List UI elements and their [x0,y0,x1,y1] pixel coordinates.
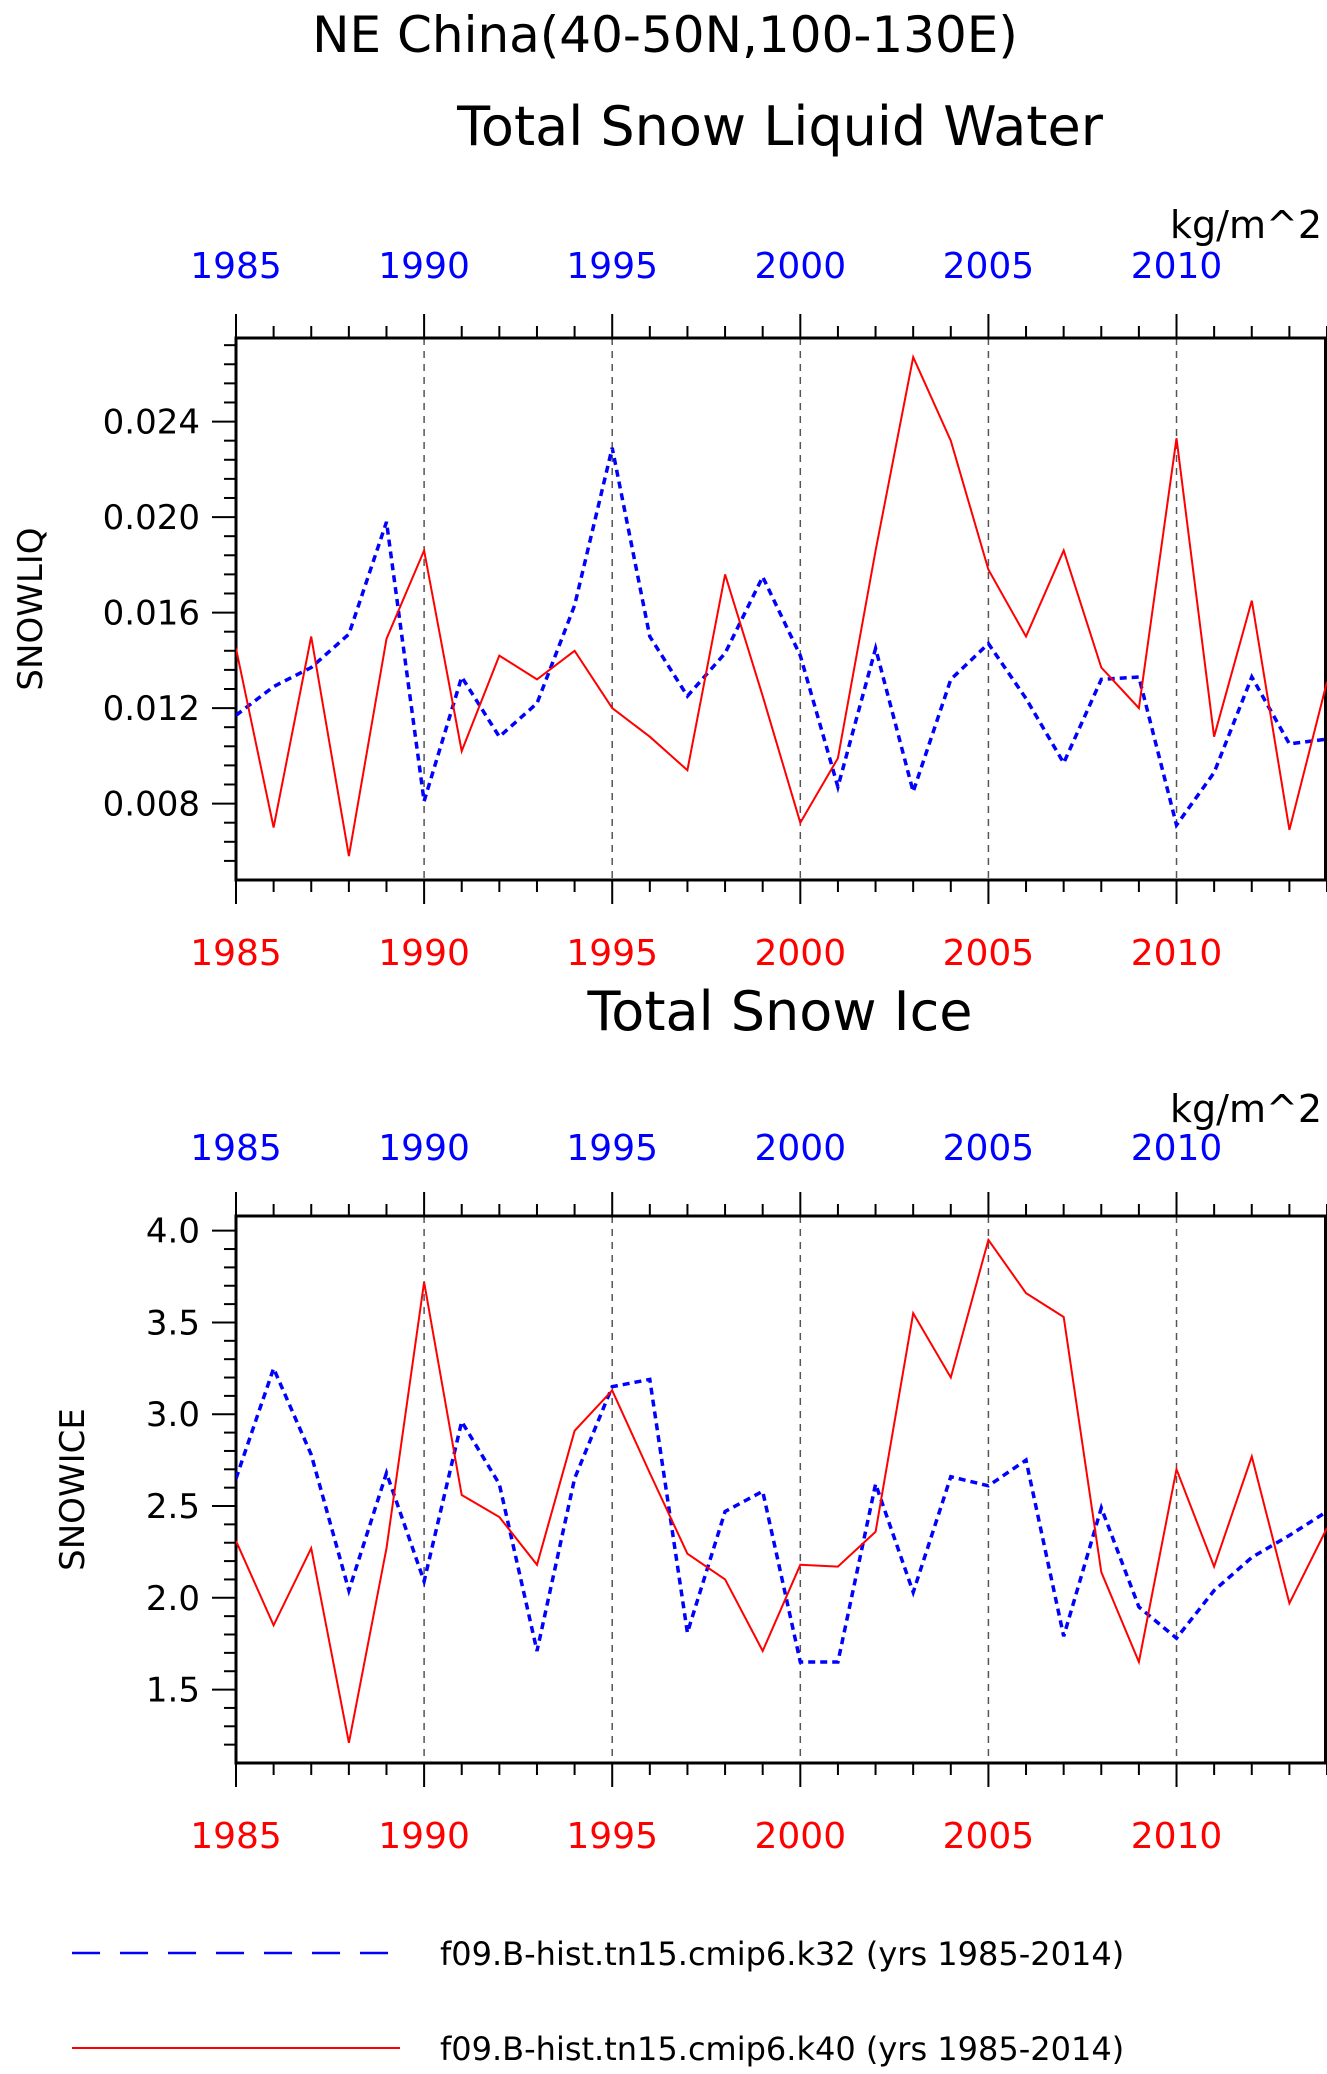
x-tick-label-top: 1985 [190,246,282,287]
x-tick-label-bottom: 1985 [190,1816,282,1857]
y-tick-label: 2.5 [146,1487,200,1527]
units-label-snowice: kg/m^2 [1170,1087,1322,1131]
x-tick-label-top: 1990 [378,1128,470,1169]
series-line-k40 [236,353,1327,857]
x-tick-label-bottom: 2000 [754,1816,846,1857]
y-axis-label-snowliq: SNOWLIQ [11,527,51,690]
x-tick-label-top: 2010 [1131,246,1223,287]
figure-title: NE China(40-50N,100-130E) [312,6,1018,64]
x-tick-label-top: 2000 [754,246,846,287]
x-tick-label-top: 1990 [378,246,470,287]
y-tick-label: 0.008 [103,785,200,825]
legend: f09.B-hist.tn15.cmip6.k32 (yrs 1985-2014… [72,1935,1124,2068]
chart-title-snowice: Total Snow Ice [587,980,973,1043]
legend-label-k32: f09.B-hist.tn15.cmip6.k32 (yrs 1985-2014… [440,1935,1124,1973]
series-line-k40 [236,1237,1327,1743]
y-tick-label: 3.5 [146,1303,200,1343]
series-line-k32 [236,1363,1327,1664]
legend-label-k40: f09.B-hist.tn15.cmip6.k40 (yrs 1985-2014… [440,2030,1124,2068]
x-tick-label-top: 1995 [566,1128,658,1169]
x-tick-label-bottom: 2005 [943,1816,1035,1857]
x-tick-label-bottom: 2010 [1131,1816,1223,1857]
units-label-snowliq: kg/m^2 [1170,203,1322,247]
y-tick-label: 2.0 [146,1579,200,1619]
x-tick-label-top: 2000 [754,1128,846,1169]
x-tick-label-bottom: 2005 [943,933,1035,974]
y-tick-label: 0.012 [103,689,200,729]
chart-title-snowliq: Total Snow Liquid Water [456,95,1104,158]
y-tick-label: 0.024 [103,403,200,443]
chart-snowliq: Total Snow Liquid Water kg/m^2 SNOWLIQ 1… [11,95,1327,974]
x-tick-label-top: 2005 [943,246,1035,287]
x-tick-label-bottom: 1990 [378,933,470,974]
x-tick-label-bottom: 1995 [566,1816,658,1857]
y-tick-label: 0.016 [103,594,200,634]
y-tick-label: 3.0 [146,1395,200,1435]
plot-frame [234,336,1327,882]
x-tick-label-top: 1985 [190,1128,282,1169]
plot-frame [234,1214,1327,1765]
y-tick-label: 1.5 [146,1671,200,1711]
x-tick-label-top: 2005 [943,1128,1035,1169]
x-tick-label-bottom: 2000 [754,933,846,974]
x-tick-label-bottom: 1995 [566,933,658,974]
x-tick-label-bottom: 1985 [190,933,282,974]
x-tick-label-bottom: 2010 [1131,933,1223,974]
y-tick-label: 0.020 [103,498,200,538]
x-tick-label-top: 2010 [1131,1128,1223,1169]
series-line-k32 [236,447,1327,830]
x-tick-label-bottom: 1990 [378,1816,470,1857]
y-tick-label: 4.0 [146,1212,200,1252]
x-tick-label-top: 1995 [566,246,658,287]
chart-snowice: Total Snow Ice kg/m^2 SNOWICE 1985 1985 19… [53,980,1327,1857]
y-axis-label-snowice: SNOWICE [53,1408,93,1571]
